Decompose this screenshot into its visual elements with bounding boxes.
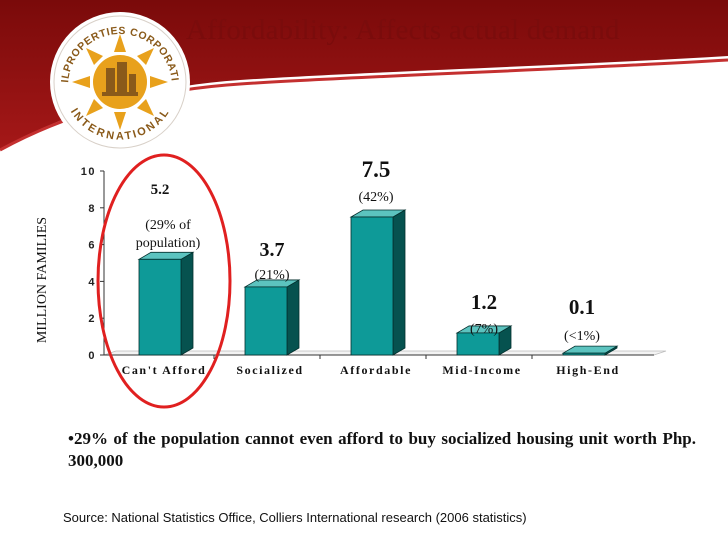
y-tick-label: 0 — [88, 350, 96, 362]
y-tick-label: 8 — [88, 203, 96, 215]
y-axis-label: MILLION FAMILIES — [35, 217, 50, 343]
bar-2 — [349, 209, 407, 356]
title-banner: PHILPROPERTIES CORPORATION INTERNATIONAL… — [0, 0, 728, 158]
percent-label: (7%) — [470, 322, 498, 337]
bar-4 — [561, 345, 619, 356]
value-label: 0.1 — [569, 295, 595, 319]
bar-side — [392, 209, 406, 356]
logo-building-icon — [102, 62, 138, 96]
value-label: 7.5 — [362, 157, 391, 182]
percent-label: (<1%) — [564, 329, 600, 344]
percent-label: (21%) — [255, 268, 290, 283]
bar-side — [180, 251, 194, 356]
bar-front — [562, 352, 606, 356]
bar-front — [456, 332, 500, 356]
chart-labels: Can't Afford Socialized Affordable Mid-Inco… — [122, 157, 620, 377]
value-label: 5.2 — [151, 182, 170, 198]
bullet-point: •29% of the population cannot even affor… — [68, 429, 696, 470]
bar-0 — [137, 251, 195, 356]
x-category-label: Mid-Income — [442, 363, 521, 377]
company-logo: PHILPROPERTIES CORPORATION INTERNATIONAL — [50, 12, 190, 152]
value-label: 3.7 — [260, 239, 285, 261]
y-tick-label: 2 — [88, 313, 96, 325]
y-tick-label: 4 — [88, 276, 96, 288]
percent-label: population) — [136, 236, 201, 251]
x-category-label: Affordable — [340, 363, 412, 377]
highlight-ring — [96, 153, 232, 409]
percent-label: (42%) — [359, 190, 394, 205]
bar-front — [350, 216, 394, 356]
value-label: 1.2 — [471, 290, 497, 314]
bar-3 — [455, 325, 513, 356]
bar-front — [244, 286, 288, 356]
y-tick-label: 10 — [81, 166, 96, 178]
slide-title: Affordability: Affects actual demand — [186, 14, 620, 46]
percent-label: (29% of — [145, 218, 191, 233]
logo-sun-rays — [72, 34, 168, 130]
x-category-label: High-End — [556, 363, 620, 377]
banner-band — [0, 0, 728, 150]
bar-side — [286, 279, 300, 356]
bar-chart: 0 2 4 6 8 10 Can't Afford Socialized Affordable… — [35, 153, 667, 409]
y-tick-label: 6 — [88, 240, 96, 252]
x-category-label: Socialized — [236, 363, 303, 377]
chart-bars — [137, 209, 619, 356]
bar-1 — [243, 279, 301, 356]
banner-graphic: PHILPROPERTIES CORPORATION INTERNATIONAL — [0, 0, 728, 158]
bar-front — [138, 258, 182, 356]
x-category-label: Can't Afford — [122, 363, 207, 377]
source-note: Source: National Statistics Office, Coll… — [63, 510, 527, 525]
